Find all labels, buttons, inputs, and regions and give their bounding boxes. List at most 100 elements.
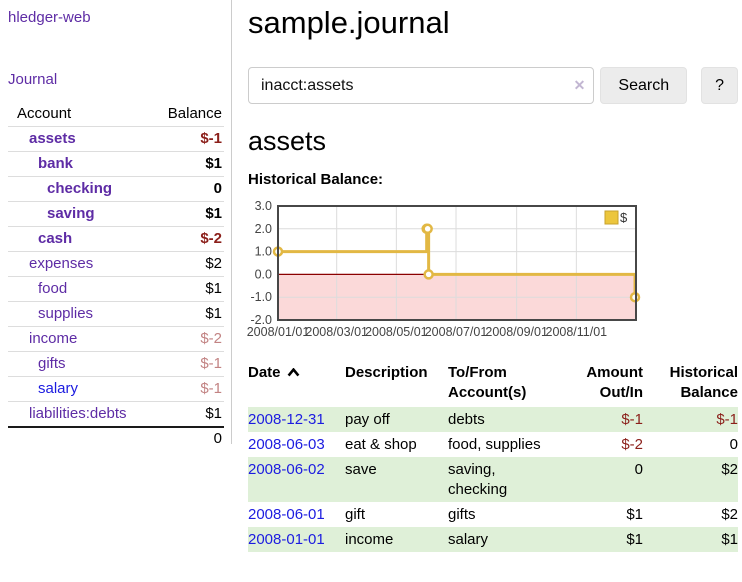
account-row: assets $-1 xyxy=(8,126,224,152)
account-balance: $-1 xyxy=(147,376,224,402)
account-balance: $1 xyxy=(147,201,224,227)
sidebar-item-journal[interactable]: Journal xyxy=(8,71,58,88)
account-link-gifts[interactable]: gifts xyxy=(38,355,66,372)
search-box: ✕ xyxy=(248,67,595,104)
accounts-table: Account Balance assets $-1 bank $1 checking 0… xyxy=(8,102,224,451)
account-link-cash[interactable]: cash xyxy=(38,230,73,247)
account-link-saving[interactable]: saving xyxy=(47,205,95,222)
svg-text:1.0: 1.0 xyxy=(255,245,272,259)
transaction-date-cell: 2008-06-01 xyxy=(248,502,345,527)
search-input[interactable] xyxy=(248,67,595,104)
account-link-liabilities-debts[interactable]: liabilities:debts xyxy=(29,405,127,422)
account-link-expenses[interactable]: expenses xyxy=(29,255,94,272)
transaction-balance: 0 xyxy=(729,436,738,453)
register-header-description: Description xyxy=(345,364,428,381)
svg-text:2008/05/01: 2008/05/01 xyxy=(365,325,428,339)
svg-text:3.0: 3.0 xyxy=(255,199,272,213)
transaction-accounts: gifts xyxy=(448,506,476,523)
transaction-description: eat & shop xyxy=(345,436,417,453)
help-button[interactable]: ? xyxy=(701,67,738,104)
transaction-row: 2008-06-03 eat & shop food, supplies $-2 0 xyxy=(248,432,738,457)
svg-text:-1.0: -1.0 xyxy=(250,290,272,304)
transaction-accounts: debts xyxy=(448,407,558,432)
account-balance: $1 xyxy=(147,276,224,302)
transaction-date-link[interactable]: 2008-06-01 xyxy=(248,506,325,523)
accounts-tbody: assets $-1 bank $1 checking 0 saving $1 cash $-2 e… xyxy=(8,126,224,428)
account-row: expenses $2 xyxy=(8,251,224,277)
transaction-amount: $1 xyxy=(626,506,643,523)
transaction-accounts: salary xyxy=(448,527,558,552)
transaction-amount: $-2 xyxy=(621,436,643,453)
transaction-row: 2008-06-01 gift gifts $1 $2 xyxy=(248,502,738,527)
account-row: income $-2 xyxy=(8,326,224,352)
brand-link[interactable]: hledger-web xyxy=(8,9,91,26)
chart-svg: 3.0 2.0 1.0 0.0 -1.0 -2.02008/01/012008/03/01… xyxy=(247,199,641,339)
accounts-header-balance: Balance xyxy=(147,102,224,127)
account-cell: checking xyxy=(8,176,148,202)
account-link-salary[interactable]: salary xyxy=(38,380,79,397)
transaction-description: pay off xyxy=(345,407,448,432)
transaction-description: gift xyxy=(345,506,366,523)
account-row: gifts $-1 xyxy=(8,351,224,377)
account-cell: saving xyxy=(8,201,148,227)
transaction-accounts: food, supplies xyxy=(448,436,541,453)
account-link-supplies[interactable]: supplies xyxy=(38,305,94,322)
account-link-checking[interactable]: checking xyxy=(47,180,113,197)
transaction-amount: $-1 xyxy=(558,407,643,432)
account-link-income[interactable]: income xyxy=(29,330,78,347)
account-row: saving $1 xyxy=(8,201,224,227)
transaction-date-link[interactable]: 2008-01-01 xyxy=(248,531,325,548)
transaction-description: save xyxy=(345,457,448,502)
account-link-bank[interactable]: bank xyxy=(38,155,74,172)
account-balance: $-2 xyxy=(147,226,224,252)
account-link-food[interactable]: food xyxy=(38,280,68,297)
account-link-assets[interactable]: assets xyxy=(29,130,76,147)
search-button[interactable]: Search xyxy=(600,67,688,104)
register-tbody: 2008-12-31 pay off debts $-1 $-1 2008-06-03 ea… xyxy=(248,407,738,552)
account-row: checking 0 xyxy=(8,176,224,202)
account-cell: food xyxy=(8,276,148,302)
accounts-total-spacer xyxy=(8,426,148,451)
account-cell: salary xyxy=(8,376,148,402)
svg-text:0.0: 0.0 xyxy=(255,267,272,281)
accounts-header-account: Account xyxy=(8,102,148,127)
transaction-row: 2008-12-31 pay off debts $-1 $-1 xyxy=(248,407,738,432)
transaction-description: income xyxy=(345,527,448,552)
accounts-total-row: 0 xyxy=(8,426,224,451)
account-balance: $1 xyxy=(147,401,224,428)
clear-search-icon[interactable]: ✕ xyxy=(573,77,586,93)
register-header-date[interactable]: Date xyxy=(248,363,345,407)
transaction-date-cell: 2008-06-03 xyxy=(248,432,345,457)
account-cell: income xyxy=(8,326,148,352)
account-cell: liabilities:debts xyxy=(8,401,148,428)
transaction-date-link[interactable]: 2008-06-02 xyxy=(248,461,325,478)
historical-balance-chart[interactable]: 3.0 2.0 1.0 0.0 -1.0 -2.0 2008/01/01 2008/03/01… xyxy=(247,199,641,342)
account-row: bank $1 xyxy=(8,151,224,177)
transaction-date-link[interactable]: 2008-06-03 xyxy=(248,436,325,453)
page-title: sample.journal xyxy=(248,5,450,40)
transaction-balance: $-1 xyxy=(643,407,738,432)
brand: hledger-web xyxy=(8,9,224,27)
chart-title: Historical Balance: xyxy=(248,171,384,188)
account-row: cash $-2 xyxy=(8,226,224,252)
transaction-row: 2008-06-02 save saving, checking 0 $2 xyxy=(248,457,738,502)
svg-text:$: $ xyxy=(620,210,628,225)
account-balance: $2 xyxy=(147,251,224,277)
account-balance: $-2 xyxy=(147,326,224,352)
transaction-date-link[interactable]: 2008-12-31 xyxy=(248,411,325,428)
transaction-row: 2008-01-01 income salary $1 $1 xyxy=(248,527,738,552)
svg-text:2008/11/01: 2008/11/01 xyxy=(546,325,608,339)
register-header-amount: Amount Out/In xyxy=(586,364,643,401)
account-row: supplies $1 xyxy=(8,301,224,327)
search-form: ✕ Search ? xyxy=(248,67,738,104)
svg-text:2008/01/01: 2008/01/01 xyxy=(247,325,310,339)
account-balance: $-1 xyxy=(147,351,224,377)
transaction-date-cell: 2008-06-02 xyxy=(248,457,345,502)
account-row: salary $-1 xyxy=(8,376,224,402)
account-balance: $1 xyxy=(147,301,224,327)
sidebar-nav: Journal xyxy=(8,71,224,89)
svg-text:2008/07/01: 2008/07/01 xyxy=(425,325,488,339)
date-header-label: Date xyxy=(248,364,281,381)
transaction-balance: $2 xyxy=(643,457,738,502)
